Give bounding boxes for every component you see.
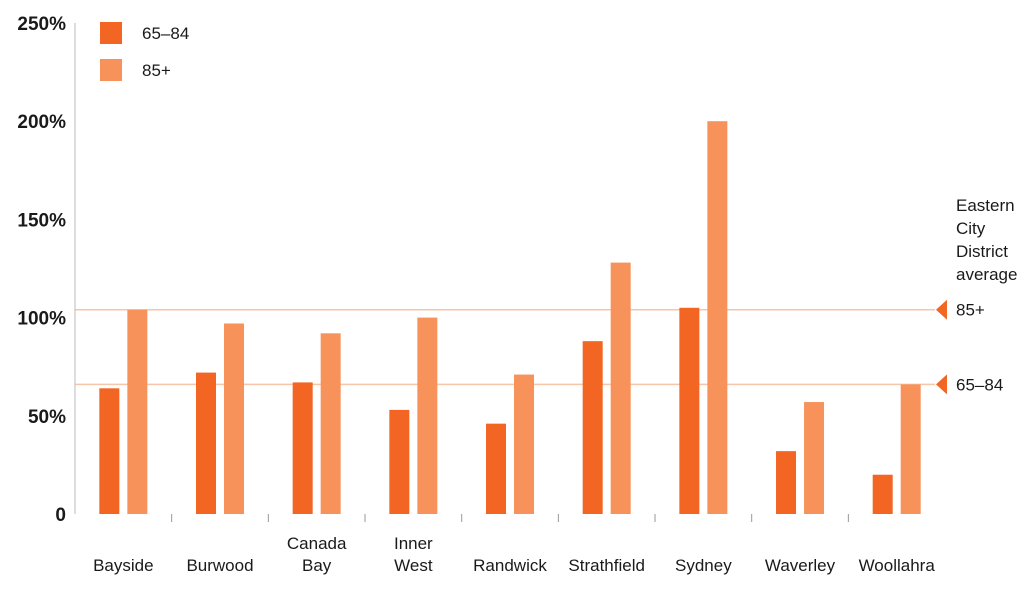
reference-lines-title: Eastern City District average xyxy=(956,196,1017,284)
x-tick-label-3: Inner West xyxy=(394,534,433,575)
reference-label-1: 65–84 xyxy=(956,375,1003,394)
bars xyxy=(99,121,921,514)
legend-swatch-1 xyxy=(100,59,122,81)
y-tick-label-1: 50% xyxy=(28,407,66,428)
x-tick-label-6: Sydney xyxy=(675,556,732,575)
legend-label-0: 65–84 xyxy=(142,24,189,43)
legend: 65–84 85+ xyxy=(100,22,189,81)
reference-marker-0 xyxy=(936,299,947,320)
y-tick-label-4: 200% xyxy=(17,112,66,133)
x-tick-label-0: Bayside xyxy=(93,556,153,575)
y-tick-label-3: 150% xyxy=(17,210,66,231)
x-tick-label-4: Randwick xyxy=(473,556,547,575)
y-tick-label-0: 0 xyxy=(55,505,66,526)
bar-85-plus-3 xyxy=(417,317,438,514)
bar-65-84-7 xyxy=(776,451,797,514)
x-tick-label-1: Burwood xyxy=(186,556,253,575)
bar-65-84-1 xyxy=(196,372,217,514)
y-tick-label-5: 250% xyxy=(17,14,66,35)
x-tick-label-2: Canada Bay xyxy=(287,534,347,575)
reference-marker-1 xyxy=(936,374,947,395)
reference-label-0: 85+ xyxy=(956,301,985,320)
bar-85-plus-2 xyxy=(320,333,341,514)
y-axis-ticks: 0 50% 100% 150% 200% 250% xyxy=(17,14,66,526)
bar-85-plus-0 xyxy=(127,309,148,514)
bar-85-plus-8 xyxy=(900,384,921,514)
bar-85-plus-5 xyxy=(610,262,631,514)
reference-lines xyxy=(75,308,935,386)
bar-85-plus-4 xyxy=(514,374,535,514)
legend-label-1: 85+ xyxy=(142,61,171,80)
bar-85-plus-1 xyxy=(224,323,245,514)
x-axis xyxy=(74,23,849,522)
bar-65-84-3 xyxy=(389,409,410,514)
bar-65-84-2 xyxy=(292,382,313,514)
reference-line-labels: Eastern City District average 85+ 65–84 xyxy=(936,196,1017,395)
bar-65-84-4 xyxy=(486,423,507,514)
bar-85-plus-7 xyxy=(804,402,825,514)
bar-65-84-5 xyxy=(582,341,603,514)
y-tick-label-2: 100% xyxy=(17,309,66,330)
x-tick-label-8: Woollahra xyxy=(859,556,936,575)
x-axis-ticks: Bayside Burwood Canada Bay Inner West Randwick… xyxy=(93,534,935,575)
x-tick-label-7: Waverley xyxy=(765,556,836,575)
x-tick-label-5: Strathfield xyxy=(568,556,645,575)
legend-swatch-0 xyxy=(100,22,122,44)
bar-65-84-6 xyxy=(679,307,700,514)
bar-85-plus-6 xyxy=(707,121,728,514)
bar-65-84-0 xyxy=(99,388,120,514)
bar-65-84-8 xyxy=(872,474,893,514)
